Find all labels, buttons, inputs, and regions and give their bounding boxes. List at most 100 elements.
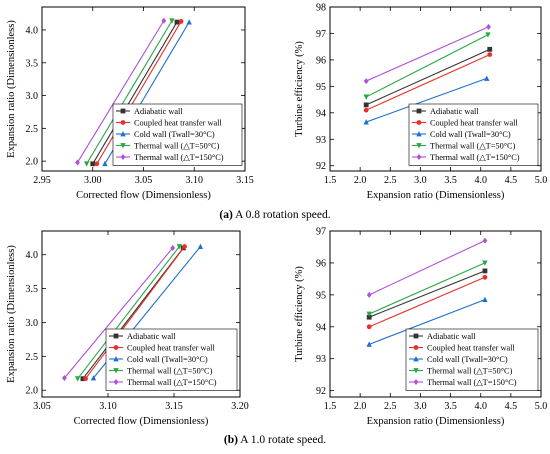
legend-entry-label: Adiabatic wall <box>430 107 479 116</box>
series-line <box>77 246 180 380</box>
chart-panel-b-right: 1.5 2.0 2.5 3.0 3.5 4.0 4.5 5.0 92 93 94 95 96 97 Expa… <box>294 227 547 428</box>
legend-entry-label: Thermal wall (△T=50°C) <box>134 142 220 151</box>
series-line <box>365 77 487 123</box>
data-point <box>363 78 369 85</box>
x-tick-label: 3.15 <box>236 175 254 186</box>
y-tick-label: 93 <box>316 135 326 146</box>
plot-frame <box>41 230 241 398</box>
y-tick-label: 4.0 <box>26 25 39 36</box>
legend-entry-label: Thermal wall (△T=50°C) <box>427 367 513 376</box>
legend-swatch-marker <box>413 356 419 362</box>
x-tick-label: 1.5 <box>324 401 337 412</box>
x-tick-label: 3.05 <box>33 401 51 412</box>
series-line <box>82 247 184 380</box>
chart-panel-a-left: 2.95 3.00 3.05 3.10 3.15 2.0 2.5 3.0 3.5 4.0 Corre… <box>6 6 254 201</box>
x-tick-label: 1.5 <box>324 175 337 186</box>
y-tick-label: 98 <box>316 3 326 14</box>
x-tick-label: 4.5 <box>505 175 518 186</box>
data-point <box>161 17 167 24</box>
y-tick-label: 92 <box>316 161 326 172</box>
caption-a-label: (a) <box>219 209 233 221</box>
x-tick-label: 3.10 <box>186 175 204 186</box>
legend-entry-label: Adiabatic wall <box>127 332 176 341</box>
legend-swatch-marker <box>113 333 119 339</box>
data-point <box>482 260 488 266</box>
data-point <box>366 341 372 347</box>
data-point <box>485 32 491 38</box>
series-line <box>365 48 490 106</box>
legend-box <box>405 328 539 391</box>
legend-swatch-marker <box>416 143 422 149</box>
x-tick-label: 4.0 <box>474 401 487 412</box>
y-tick-label: 95 <box>316 290 326 301</box>
legend-box <box>105 328 238 391</box>
x-axis-label: Corrected flow (Dimensionless) <box>74 416 209 427</box>
x-tick-label: 3.00 <box>84 175 102 186</box>
x-tick-label: 3.05 <box>135 175 153 186</box>
x-tick-label: 2.5 <box>384 175 397 186</box>
data-point <box>102 160 108 167</box>
data-point <box>90 375 97 381</box>
legend-swatch-marker <box>416 108 422 114</box>
series-line <box>368 262 486 315</box>
x-tick-label: 2.5 <box>384 401 397 412</box>
legend-entry-label: Thermal wall (△T=50°C) <box>430 142 516 151</box>
legend-swatch-marker <box>113 356 119 362</box>
y-tick-label: 92 <box>316 386 326 397</box>
data-point <box>366 311 372 317</box>
legend: Adiabatic wall Coupled heat transfer wall… <box>112 103 243 166</box>
data-point <box>178 19 184 24</box>
y-tick-label: 95 <box>316 82 326 93</box>
data-point <box>83 161 90 167</box>
legend-swatch-marker <box>416 120 422 125</box>
data-point <box>186 19 192 25</box>
data-point <box>482 296 488 303</box>
data-point <box>75 159 80 166</box>
data-point <box>366 324 372 330</box>
data-point <box>363 102 369 108</box>
data-point <box>169 18 175 24</box>
data-point <box>182 244 187 249</box>
x-axis-label: Corrected flow (Dimensionless) <box>76 190 211 201</box>
x-tick-label: 5.0 <box>535 401 548 412</box>
legend-swatch-marker <box>416 154 422 160</box>
legend-entry-label: Thermal wall (△T=150°C) <box>134 153 224 162</box>
legend-entry-label: Thermal wall (△T=150°C) <box>427 378 517 387</box>
legend-swatch-marker <box>113 345 119 350</box>
data-point <box>482 274 488 280</box>
legend-swatch-marker <box>413 345 419 350</box>
data-point <box>363 107 369 113</box>
y-tick-label: 4.0 <box>26 250 39 261</box>
series-line <box>368 240 486 296</box>
y-tick-label: 94 <box>316 108 326 119</box>
x-axis-label: Expansion ratio (Dimensionless) <box>367 190 505 201</box>
series-line <box>86 20 173 165</box>
plot-frame <box>329 230 542 398</box>
legend-swatch-marker <box>113 368 119 374</box>
legend-entry-label: Coupled heat transfer wall <box>127 344 215 353</box>
legend-entry-label: Coupled heat transfer wall <box>427 344 515 353</box>
caption-b-label: (b) <box>223 434 238 446</box>
legend: Adiabatic wall Coupled heat transfer wall… <box>105 328 238 391</box>
y-tick-label: 2.0 <box>26 157 39 168</box>
data-point <box>197 243 204 249</box>
y-tick-label: 97 <box>316 29 326 40</box>
x-tick-label: 3.15 <box>165 401 183 412</box>
legend-entry-label: Adiabatic wall <box>427 332 476 341</box>
series-line <box>365 34 489 98</box>
data-point <box>366 291 372 298</box>
x-tick-label: 3.0 <box>414 401 427 412</box>
legend-swatch-marker <box>120 108 126 114</box>
x-tick-label: 3.0 <box>414 175 427 186</box>
data-point <box>366 314 372 320</box>
y-tick-label: 93 <box>316 354 326 365</box>
y-tick-label: 96 <box>316 55 326 66</box>
legend-entry-label: Thermal wall (△T=150°C) <box>430 153 520 162</box>
legend: Adiabatic wall Coupled heat transfer wall… <box>408 103 539 166</box>
legend-swatch-marker <box>120 154 126 160</box>
x-tick-label: 2.0 <box>354 175 367 186</box>
y-tick-label: 3.5 <box>26 58 39 69</box>
x-axis-label: Expansion ratio (Dimensionless) <box>367 416 505 427</box>
series-line <box>368 270 486 318</box>
